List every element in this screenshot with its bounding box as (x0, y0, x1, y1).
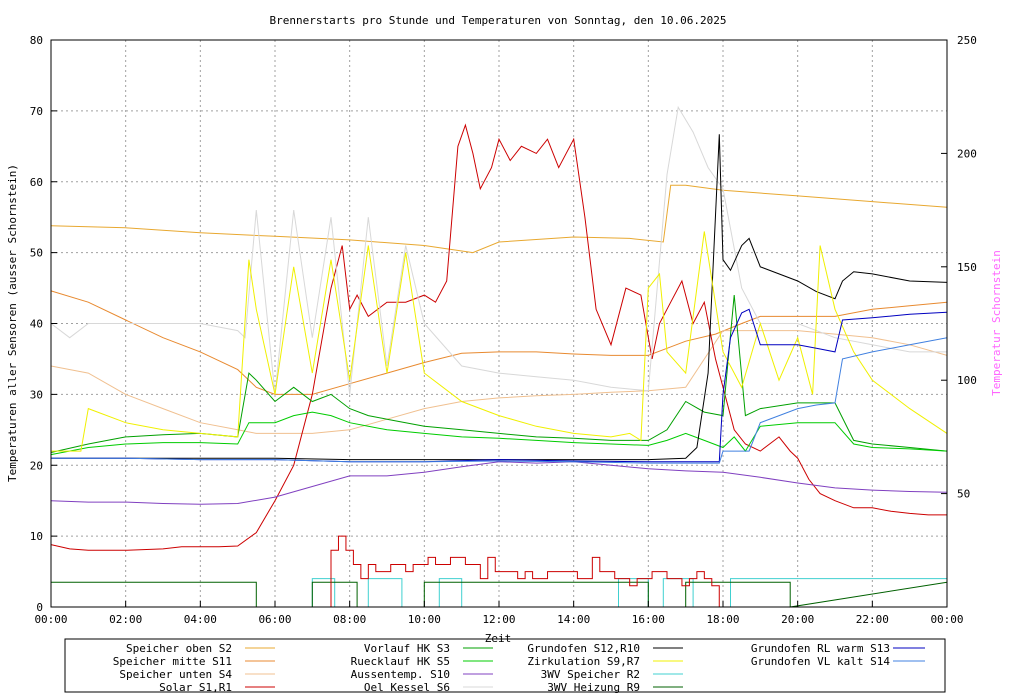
x-tick-label: 14:00 (557, 613, 590, 626)
legend-label: Vorlauf HK S3 (364, 642, 450, 655)
x-tick-label: 22:00 (856, 613, 889, 626)
series-line-ruecklauf-hk (50, 411, 948, 456)
x-tick-label: 00:00 (930, 613, 963, 626)
legend-label: Solar S1,R1 (159, 681, 232, 694)
y-axis-label: Temperaturen aller Sensoren (ausser Scho… (6, 164, 19, 482)
y2-axis: 50 100 150 200 250 (941, 34, 977, 501)
legend-label: Oel Kessel S6 (364, 681, 450, 694)
y-tick-label: 80 (30, 34, 43, 47)
x-tick-label: 12:00 (482, 613, 515, 626)
series-line-brennerstarts (330, 535, 720, 607)
y-tick-label: 10 (30, 530, 43, 543)
series-line-aussentemp (50, 461, 948, 505)
x-axis: 00:00 02:00 04:00 06:00 08:00 10:00 12:00 14:00… (34, 601, 964, 626)
legend-label: Grundofen VL kalt S14 (751, 655, 890, 668)
y-tick-label: 70 (30, 105, 43, 118)
chart-title: Brennerstarts pro Stunde und Temperature… (270, 14, 727, 27)
series-line-3wv-speicher (51, 578, 947, 608)
y2-tick-label: 100 (957, 374, 977, 387)
legend-label: Speicher unten S4 (119, 668, 232, 681)
series-line-speicher-unten (50, 330, 948, 434)
x-tick-label: 10:00 (408, 613, 441, 626)
legend-box (64, 638, 946, 693)
series-line-speicher-mitte (50, 290, 948, 395)
series-line-grundofen-vl-kalt (51, 337, 948, 464)
series-line-oel-kessel (50, 105, 947, 395)
legend-label: Aussentemp. S10 (351, 668, 450, 681)
y-tick-label: 40 (30, 318, 43, 331)
y-tick-label: 50 (30, 247, 43, 260)
x-tick-label: 04:00 (184, 613, 217, 626)
series-group (50, 105, 948, 608)
legend-label: Grundofen S12,R10 (527, 642, 640, 655)
x-tick-label: 02:00 (109, 613, 142, 626)
y2-tick-label: 250 (957, 34, 977, 47)
series-line-vorlauf-hk (50, 295, 948, 453)
legend-label: Grundofen RL warm S13 (751, 642, 890, 655)
legend-label: Speicher oben S2 (126, 642, 232, 655)
y2-tick-label: 200 (957, 147, 977, 160)
y-axis: 0 10 20 30 40 50 60 70 80 (30, 34, 57, 614)
y2-tick-label: 150 (957, 261, 977, 274)
series-line-speicher-oben (50, 184, 948, 254)
series-line-grundofen (51, 134, 948, 461)
series-line-solar (50, 123, 947, 551)
legend-label: Zirkulation S9,R7 (527, 655, 640, 668)
y2-axis-label: Temperatur Schornstein (990, 250, 1003, 396)
x-tick-label: 08:00 (333, 613, 366, 626)
y-tick-label: 30 (30, 388, 43, 401)
x-tick-label: 06:00 (258, 613, 291, 626)
legend-label: Ruecklauf HK S5 (351, 655, 450, 668)
y-tick-label: 0 (36, 601, 43, 614)
x-tick-label: 20:00 (781, 613, 814, 626)
legend-label: 3WV Heizung R9 (547, 681, 640, 694)
legend-label: Speicher mitte S11 (113, 655, 232, 668)
y-tick-label: 60 (30, 176, 43, 189)
y2-tick-label: 50 (957, 488, 970, 501)
x-tick-label: 16:00 (632, 613, 665, 626)
series-line-zirkulation (51, 231, 948, 452)
y-tick-label: 20 (30, 459, 43, 472)
x-tick-label: 00:00 (34, 613, 67, 626)
x-tick-label: 18:00 (706, 613, 739, 626)
legend-label: 3WV Speicher R2 (541, 668, 640, 681)
